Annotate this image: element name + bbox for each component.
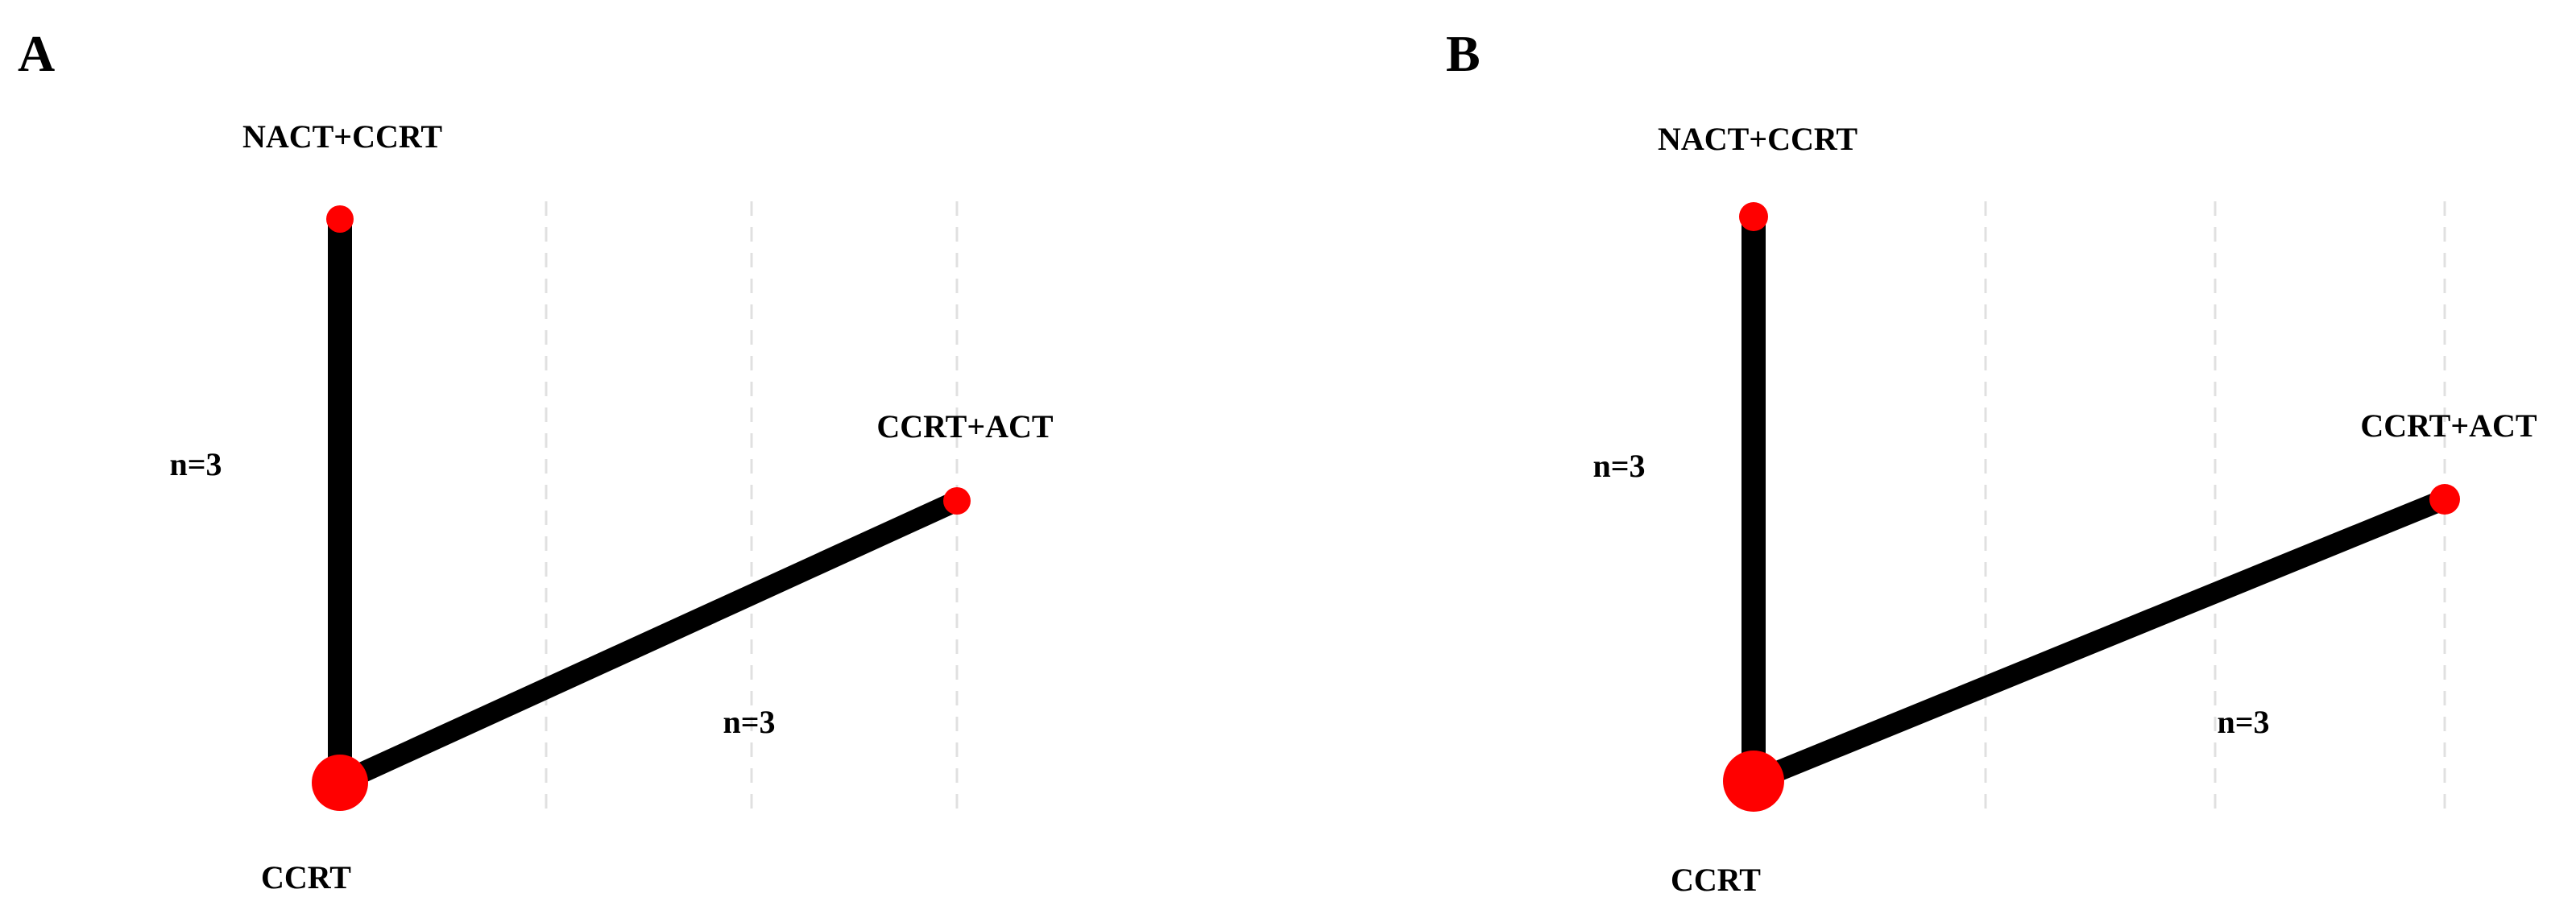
panel-label-b: B [1446,25,1481,82]
edge-label-ccrt-ccrt-act: n=3 [2217,704,2269,740]
node-label-ccrt-act: CCRT+ACT [2360,407,2537,444]
panel-b: B NACT+CCRT CCRT+ACT CCRT n=3 n=3 [1446,25,2537,898]
node-ccrt [1723,751,1784,812]
node-nact-ccrt [326,205,354,233]
edge-label-ccrt-ccrt-act: n=3 [723,704,775,740]
node-label-nact-ccrt: NACT+CCRT [1658,121,1857,157]
edge-ccrt-ccrt-act [1750,489,2449,792]
edge-label-ccrt-nact-ccrt: n=3 [169,446,222,482]
node-nact-ccrt [1739,202,1768,231]
node-label-nact-ccrt: NACT+CCRT [242,118,442,155]
node-label-ccrt: CCRT [1671,862,1761,898]
edge-ccrt-ccrt-act [335,491,962,792]
edge-label-ccrt-nact-ccrt: n=3 [1592,448,1645,484]
node-label-ccrt: CCRT [261,859,351,895]
panel-a: A NACT+CCRT CCRT+ACT CCRT n=3 n=3 [18,25,1054,895]
node-ccrt-act [2429,484,2460,515]
node-ccrt-act [943,487,971,515]
panel-label-a: A [18,25,55,82]
node-label-ccrt-act: CCRT+ACT [876,408,1054,445]
node-ccrt [312,755,368,811]
